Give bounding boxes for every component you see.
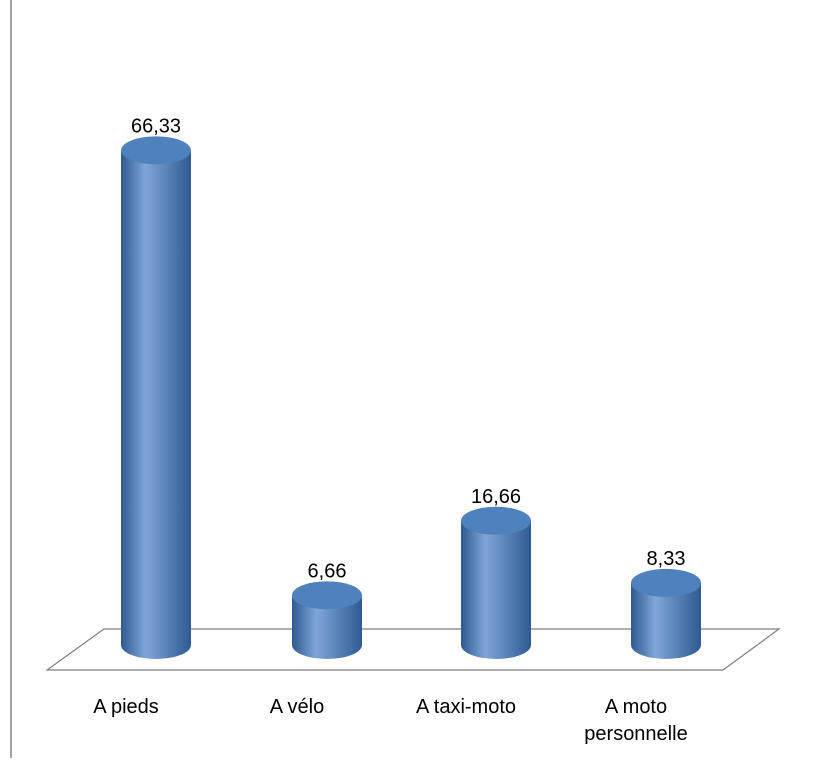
bar-top bbox=[292, 581, 362, 610]
chart-floor bbox=[45, 628, 781, 671]
category-ticks-layer: A pieds A vélo A taxi-moto A moto personnell… bbox=[93, 696, 688, 745]
bars-layer bbox=[121, 136, 701, 659]
data-label: 8,33 bbox=[647, 548, 686, 570]
category-label: A pieds bbox=[93, 696, 159, 718]
bar-body bbox=[292, 595, 362, 659]
data-label: 66,33 bbox=[131, 115, 181, 137]
category-label: A moto personnelle bbox=[584, 696, 687, 745]
bar-top bbox=[121, 136, 191, 165]
bar-body bbox=[121, 150, 191, 659]
bar-top bbox=[461, 506, 531, 535]
category-label-line: personnelle bbox=[584, 723, 687, 745]
bar-body bbox=[461, 520, 531, 659]
category-label: A vélo bbox=[270, 696, 324, 718]
data-label: 6,66 bbox=[308, 560, 347, 582]
data-labels-layer: 66,33 6,66 16,66 8,33 bbox=[131, 115, 686, 582]
category-label-line: A moto bbox=[605, 696, 667, 718]
bar-0 bbox=[121, 136, 191, 659]
category-label: A taxi-moto bbox=[416, 696, 516, 718]
bar-3 bbox=[631, 568, 701, 659]
bar-body bbox=[631, 582, 701, 659]
category-label-line: A vélo bbox=[270, 696, 324, 718]
category-label-line: A pieds bbox=[93, 696, 159, 718]
category-label-line: A taxi-moto bbox=[416, 696, 516, 718]
bar-2 bbox=[461, 506, 531, 659]
bar-top bbox=[631, 568, 701, 597]
data-label: 16,66 bbox=[471, 486, 521, 508]
bar-1 bbox=[292, 581, 362, 659]
